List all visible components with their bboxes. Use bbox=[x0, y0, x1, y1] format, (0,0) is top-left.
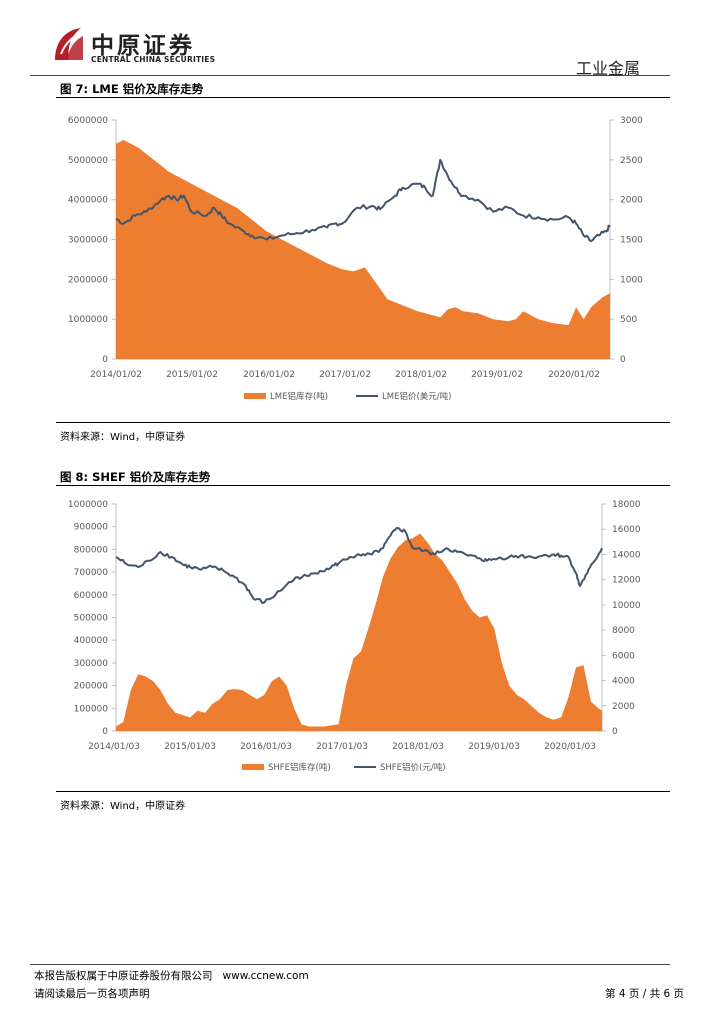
shfe-left-tick-label: 600000 bbox=[74, 591, 109, 601]
figure8-source: 资料来源：Wind，中原证券 bbox=[60, 801, 186, 812]
shfe-right-tick-label: 14000 bbox=[612, 550, 641, 560]
header-divider bbox=[30, 75, 670, 76]
lme-legend-area-label: LME铝库存(吨) bbox=[270, 391, 328, 402]
shfe-chart: 0100000200000300000400000500000600000700… bbox=[68, 500, 641, 773]
company-logo: 中原证券 CENTRAL CHINA SECURITIES bbox=[47, 24, 219, 72]
shfe-right-tick-label: 10000 bbox=[612, 601, 641, 611]
figure8-title: 图 8: SHEF 铝价及库存走势 bbox=[60, 470, 211, 484]
page-number: 第 4 页 / 共 6 页 bbox=[605, 988, 684, 1000]
figure7-source: 资料来源：Wind，中原证券 bbox=[60, 432, 186, 443]
lme-right-tick-label: 1000 bbox=[620, 275, 643, 285]
lme-legend-line-label: LME铝价(美元/吨) bbox=[382, 391, 451, 402]
lme-left-tick-label: 2000000 bbox=[68, 275, 108, 285]
lme-x-tick-label: 2015/01/02 bbox=[166, 370, 218, 380]
lme-x-tick-label: 2017/01/02 bbox=[319, 370, 371, 380]
footer-divider bbox=[30, 964, 670, 965]
shfe-x-tick-label: 2020/01/03 bbox=[544, 742, 596, 752]
shfe-x-tick-label: 2017/01/03 bbox=[316, 742, 368, 752]
shfe-left-tick-label: 700000 bbox=[74, 568, 109, 578]
lme-legend-area-swatch bbox=[244, 393, 266, 399]
figure7-top-rule bbox=[56, 97, 670, 98]
logo-mark-icon bbox=[55, 28, 83, 60]
shfe-right-tick-label: 8000 bbox=[612, 626, 635, 636]
lme-price-line bbox=[115, 158, 611, 243]
shfe-right-tick-label: 18000 bbox=[612, 500, 641, 510]
lme-right-tick-label: 0 bbox=[620, 355, 626, 365]
shfe-right-tick-label: 16000 bbox=[612, 525, 641, 535]
lme-left-tick-label: 4000000 bbox=[68, 196, 108, 206]
shfe-left-tick-label: 400000 bbox=[74, 636, 109, 646]
shfe-price-line bbox=[115, 527, 603, 604]
lme-right-tick-label: 500 bbox=[620, 315, 637, 325]
shfe-legend-area-swatch bbox=[242, 764, 264, 770]
lme-left-tick-label: 1000000 bbox=[68, 315, 108, 325]
shfe-left-tick-label: 900000 bbox=[74, 523, 109, 533]
shfe-left-tick-label: 1000000 bbox=[68, 500, 108, 510]
shfe-right-tick-label: 12000 bbox=[612, 576, 641, 586]
lme-right-tick-label: 2000 bbox=[620, 196, 643, 206]
lme-right-tick-label: 2500 bbox=[620, 156, 643, 166]
lme-chart: 0 1000000 2000000 3000000 4000000 5000000 6000… bbox=[68, 116, 643, 402]
logo-chinese-name: 中原证券 bbox=[91, 33, 195, 59]
footer-copyright: 本报告版权属于中原证券股份有限公司 www.ccnew.com bbox=[34, 968, 309, 983]
shfe-legend-line-label: SHFE铝价(元/吨) bbox=[380, 762, 446, 773]
copyright-text: 本报告版权属于中原证券股份有限公司 bbox=[34, 970, 213, 982]
lme-left-tick-label: 6000000 bbox=[68, 116, 108, 126]
lme-x-tick-label: 2018/01/02 bbox=[395, 370, 447, 380]
section-title: 工业金属 bbox=[575, 59, 640, 78]
lme-x-tick-label: 2014/01/02 bbox=[90, 370, 142, 380]
shfe-x-tick-label: 2018/01/03 bbox=[392, 742, 444, 752]
shfe-left-tick-label: 500000 bbox=[74, 614, 109, 624]
shfe-right-tick-label: 6000 bbox=[612, 651, 635, 661]
shfe-left-tick-label: 800000 bbox=[74, 545, 109, 555]
lme-right-tick-label: 3000 bbox=[620, 116, 643, 126]
shfe-right-tick-label: 0 bbox=[612, 727, 618, 737]
lme-right-tick-label: 1500 bbox=[620, 236, 643, 246]
shfe-left-tick-label: 0 bbox=[102, 727, 108, 737]
shfe-left-tick-label: 300000 bbox=[74, 659, 109, 669]
figure8-top-rule bbox=[56, 485, 670, 486]
shfe-left-tick-label: 100000 bbox=[74, 704, 109, 714]
website-link[interactable]: www.ccnew.com bbox=[222, 970, 309, 982]
shfe-left-tick-label: 200000 bbox=[74, 682, 109, 692]
lme-left-tick-label: 5000000 bbox=[68, 156, 108, 166]
lme-left-tick-label: 0 bbox=[102, 355, 108, 365]
figure8-bottom-rule bbox=[56, 791, 670, 792]
shfe-x-tick-label: 2014/01/03 bbox=[88, 742, 140, 752]
shfe-inventory-area bbox=[116, 533, 602, 731]
shfe-x-tick-label: 2019/01/03 bbox=[468, 742, 520, 752]
logo-english-name: CENTRAL CHINA SECURITIES bbox=[91, 55, 216, 64]
lme-x-tick-label: 2016/01/02 bbox=[243, 370, 295, 380]
lme-inventory-area bbox=[116, 139, 610, 359]
lme-x-tick-label: 2019/01/02 bbox=[471, 370, 523, 380]
shfe-x-tick-label: 2016/01/03 bbox=[240, 742, 292, 752]
lme-left-tick-label: 3000000 bbox=[68, 236, 108, 246]
lme-x-tick-label: 2020/01/02 bbox=[548, 370, 600, 380]
footer-disclaimer: 请阅读最后一页各项声明 bbox=[34, 988, 150, 1000]
shfe-right-tick-label: 4000 bbox=[612, 677, 635, 687]
figure7-bottom-rule bbox=[56, 422, 670, 423]
shfe-x-tick-label: 2015/01/03 bbox=[164, 742, 216, 752]
shfe-legend-area-label: SHFE铝库存(吨) bbox=[268, 762, 331, 773]
figure7-title: 图 7: LME 铝价及库存走势 bbox=[60, 82, 204, 96]
shfe-right-tick-label: 2000 bbox=[612, 702, 635, 712]
